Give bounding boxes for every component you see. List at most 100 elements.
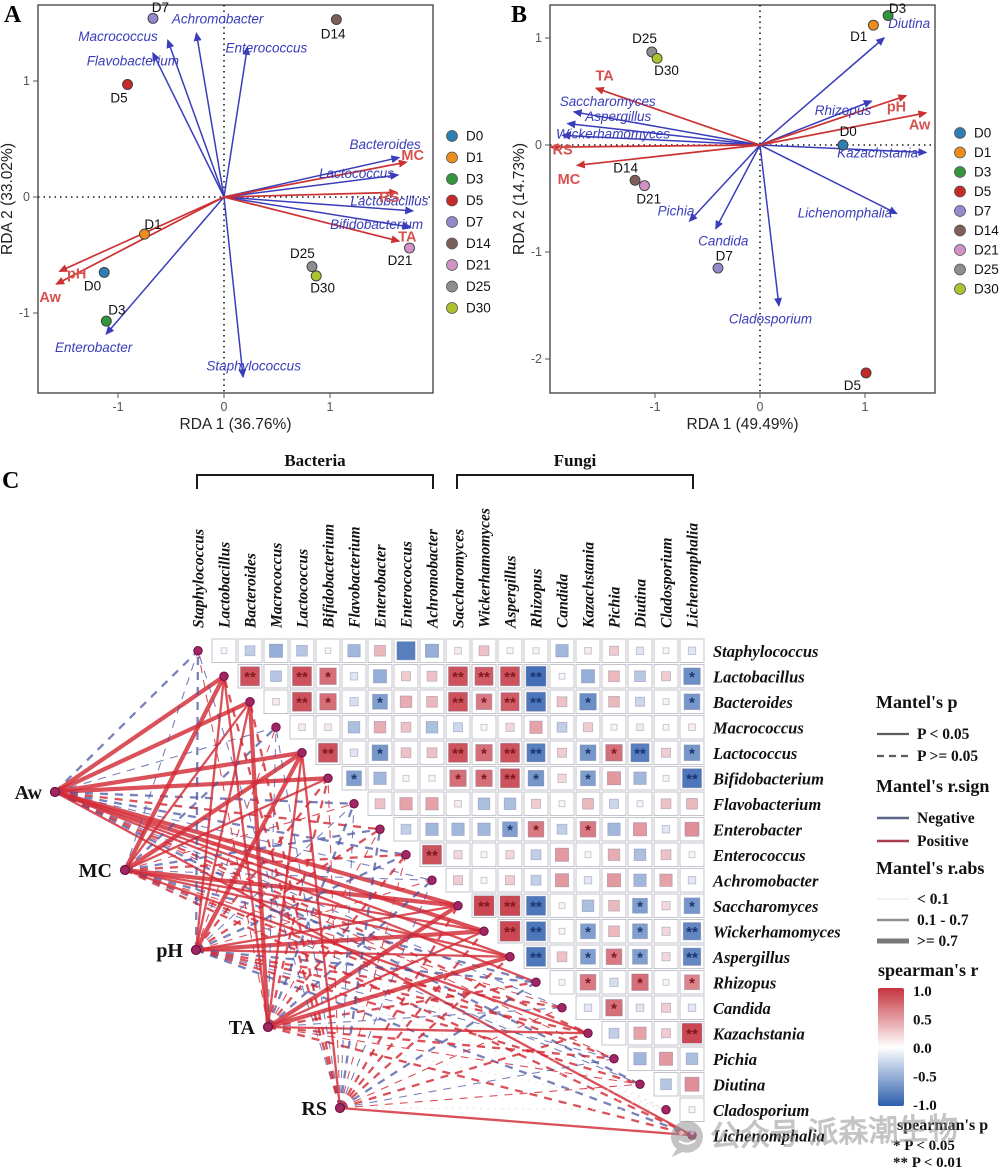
species-arrow <box>223 196 413 230</box>
matrix-cell-value <box>505 850 515 860</box>
significance-stars: * <box>481 694 487 711</box>
row-label: Macrococcus <box>712 718 804 737</box>
column-header: Bacteroides <box>243 553 260 629</box>
env-arrow <box>759 110 928 146</box>
wechat-chat-icon <box>670 1120 703 1153</box>
sample-point-D1 <box>139 228 150 240</box>
legend-label: D25 <box>974 262 999 277</box>
mantel-link <box>267 879 433 1028</box>
x-tick-label: 1 <box>862 400 869 414</box>
matrix-cell-value <box>635 1003 645 1012</box>
colorbar-tick-label: -0.5 <box>913 1070 937 1086</box>
mantel-link <box>267 1025 693 1137</box>
species-arrow <box>759 144 898 215</box>
matrix-cell-value <box>500 742 520 763</box>
matrix-cell-value <box>661 901 671 911</box>
group-bracket <box>196 474 434 489</box>
significance-stars: * <box>585 975 591 992</box>
matrix-cell-value <box>633 848 647 861</box>
env-arrow <box>594 86 761 146</box>
spearman-p-title: spearman's p <box>897 1117 988 1134</box>
matrix-cell-value <box>425 797 439 811</box>
significance-stars: * <box>611 949 617 966</box>
significance-stars: ** <box>504 669 516 686</box>
mantel-link <box>123 675 226 871</box>
env-arrow <box>55 196 225 285</box>
significance-stars: * <box>585 822 591 839</box>
matrix-cell-value <box>661 825 671 834</box>
matrix-cell-value <box>292 691 312 712</box>
env-node-dot <box>262 1021 274 1033</box>
matrix-cell-value <box>502 821 518 838</box>
env-node-label: RS <box>301 1098 327 1120</box>
significance-stars: * <box>533 822 539 839</box>
matrix-cell-value <box>448 742 468 763</box>
y-tick-label: -1 <box>19 306 30 320</box>
taxon-node-dot <box>219 671 229 681</box>
row-label: Candida <box>713 999 771 1018</box>
matrix-cell-value <box>503 797 517 810</box>
mantel-link <box>54 790 641 1086</box>
sample-point-D3 <box>882 10 894 21</box>
matrix-cell-value <box>580 948 596 965</box>
row-label: Achromobacter <box>712 871 819 890</box>
column-header: Cladosporium <box>659 538 676 628</box>
panel-B-legend: D0 D1 D3 D5 D7 D14 D21 D25 D30 <box>954 126 999 297</box>
matrix-cell-value <box>557 747 567 758</box>
significance-stars: ** <box>426 847 438 864</box>
matrix-cell-value <box>661 952 671 962</box>
significance-stars: * <box>325 694 331 711</box>
matrix-cell-value <box>526 691 546 712</box>
env-node-label: Aw <box>15 782 43 804</box>
significance-stars: * <box>533 771 539 788</box>
column-header: Wickerhamomyces <box>477 508 494 628</box>
mantel-link <box>53 674 226 794</box>
legend-label: D1 <box>466 150 483 165</box>
significance-stars: * <box>689 975 695 992</box>
significance-stars: * <box>481 771 487 788</box>
matrix-cell-value <box>296 644 308 657</box>
row-label: Cladosporium <box>713 1101 809 1120</box>
matrix-cell-value <box>319 667 337 685</box>
matrix-cell-value <box>240 666 260 687</box>
species-label: Lactobacillus <box>350 194 428 209</box>
significance-stars: * <box>637 924 643 941</box>
legend-item-label: P < 0.05 <box>917 726 970 743</box>
matrix-cell-value <box>609 798 619 809</box>
matrix-cell-value <box>633 771 647 785</box>
mantel-link <box>124 868 485 933</box>
mantel-link <box>267 1025 615 1060</box>
matrix-cell-value <box>681 1022 703 1044</box>
significance-stars: * <box>351 771 357 788</box>
significance-stars: * <box>637 975 643 992</box>
species-label: Pichia <box>658 203 695 218</box>
matrix-cell-value <box>374 798 386 810</box>
species-label: Rhizopus <box>815 103 872 118</box>
mantel-link <box>339 1007 563 1109</box>
legend-label: D14 <box>974 223 999 238</box>
env-label: Aw <box>909 118 931 134</box>
matrix-cell-value <box>609 645 619 656</box>
row-label: Flavobacterium <box>712 795 821 814</box>
species-arrow <box>223 155 401 198</box>
env-arrow <box>759 94 908 146</box>
env-node-dot <box>49 786 61 798</box>
row-label: Lactococcus <box>712 744 797 763</box>
sample-point-D30 <box>310 270 322 282</box>
significance-stars: ** <box>296 694 308 711</box>
row-label: Bifidobacterium <box>712 769 824 788</box>
sample-label: D1 <box>850 29 867 44</box>
legend-swatch-D3 <box>446 173 458 185</box>
matrix-cell-value <box>682 947 702 966</box>
significance-stars: * <box>585 694 591 711</box>
legend-label: D30 <box>466 301 491 316</box>
mantel-link <box>267 1026 667 1111</box>
matrix-cell-value <box>606 873 622 888</box>
species-arrow <box>759 37 886 146</box>
significance-stars: * <box>481 745 487 762</box>
column-header: Diutina <box>633 579 650 629</box>
mantel-link <box>248 701 342 1109</box>
matrix-cell-value <box>448 666 468 687</box>
significance-stars: ** <box>686 924 698 941</box>
matrix-cell-value <box>580 770 596 787</box>
